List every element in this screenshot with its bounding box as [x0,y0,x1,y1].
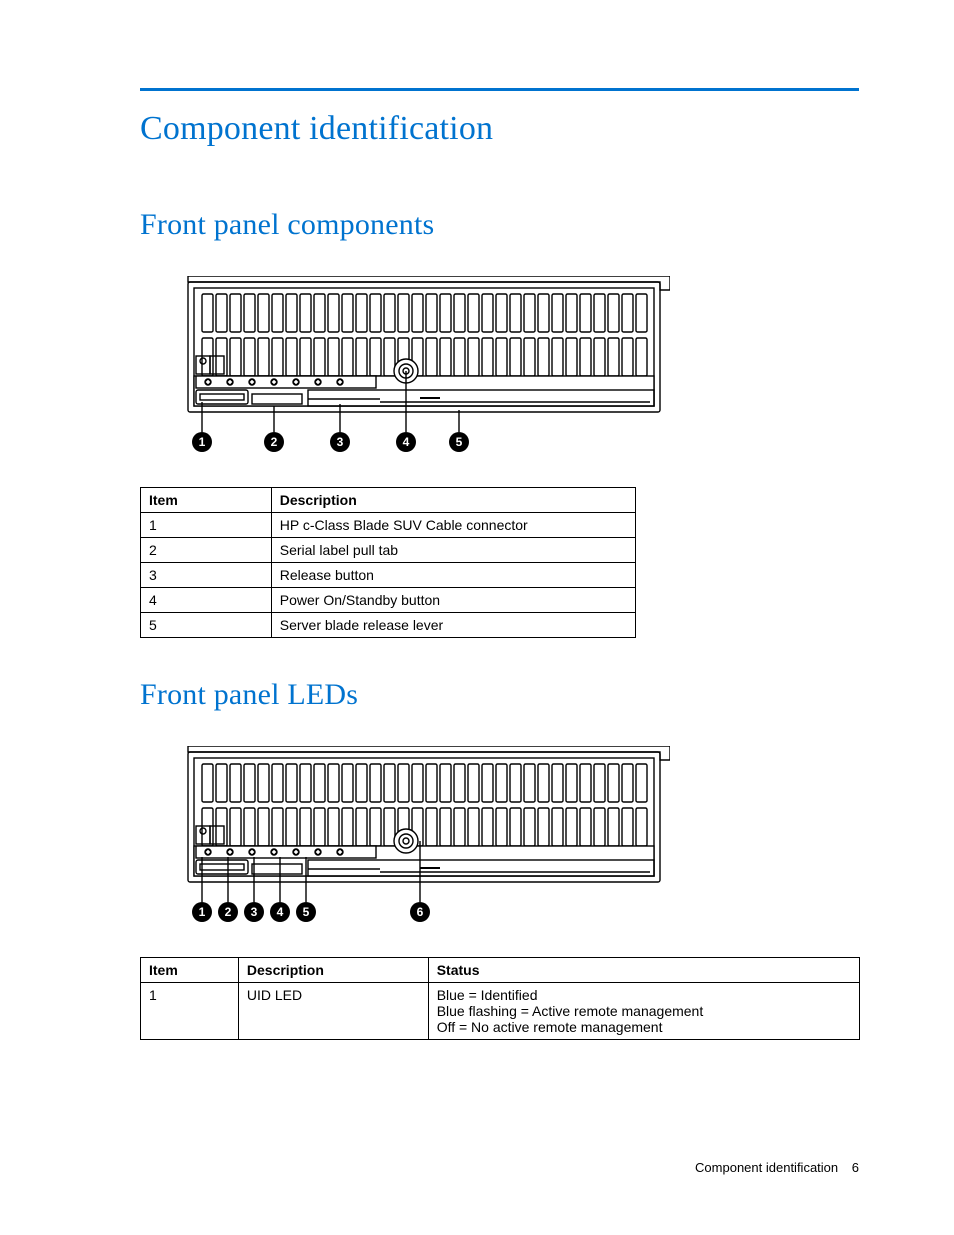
callout-number: 4 [403,435,410,449]
table-cell: 3 [141,563,272,588]
callout-number: 1 [199,905,206,919]
page-number: 6 [852,1160,859,1175]
callout-number: 4 [277,905,284,919]
page-footer: Component identification 6 [695,1160,859,1175]
table-cell: UID LED [238,983,428,1040]
diagram-front-panel-leds: 1 2 3 4 5 6 [180,746,859,931]
table-header: Item [141,958,239,983]
callout-number: 5 [456,435,463,449]
table-cell: Power On/Standby button [271,588,635,613]
table-cell: 5 [141,613,272,638]
table-cell: Server blade release lever [271,613,635,638]
callout-number: 3 [251,905,258,919]
table-cell: 1 [141,513,272,538]
diagram-front-panel-components: 1 2 3 4 5 [180,276,859,461]
section2-title: Front panel LEDs [140,678,859,712]
table-front-panel-leds: ItemDescriptionStatus1UID LEDBlue = Iden… [140,957,860,1040]
table-row: 5Server blade release lever [141,613,636,638]
table-cell: 4 [141,588,272,613]
table-front-panel-components: ItemDescription1HP c-Class Blade SUV Cab… [140,487,636,638]
callout-number: 6 [417,905,424,919]
table-cell: Serial label pull tab [271,538,635,563]
callout-number: 2 [271,435,278,449]
table-row: 2Serial label pull tab [141,538,636,563]
table-cell: HP c-Class Blade SUV Cable connector [271,513,635,538]
table-row: 4Power On/Standby button [141,588,636,613]
callout-number: 2 [225,905,232,919]
table-cell: 2 [141,538,272,563]
table-cell: Release button [271,563,635,588]
footer-text: Component identification [695,1160,838,1175]
callout-number: 3 [337,435,344,449]
table-row: 1HP c-Class Blade SUV Cable connector [141,513,636,538]
table-header: Description [238,958,428,983]
top-rule [140,88,859,91]
table-header: Item [141,488,272,513]
table-row: 1UID LEDBlue = IdentifiedBlue flashing =… [141,983,860,1040]
callout-number: 5 [303,905,310,919]
table-cell: Blue = IdentifiedBlue flashing = Active … [428,983,859,1040]
page-title: Component identification [140,110,859,148]
table-header: Status [428,958,859,983]
table-row: 3Release button [141,563,636,588]
callout-number: 1 [199,435,206,449]
section1-title: Front panel components [140,208,859,242]
table-header: Description [271,488,635,513]
table-cell: 1 [141,983,239,1040]
